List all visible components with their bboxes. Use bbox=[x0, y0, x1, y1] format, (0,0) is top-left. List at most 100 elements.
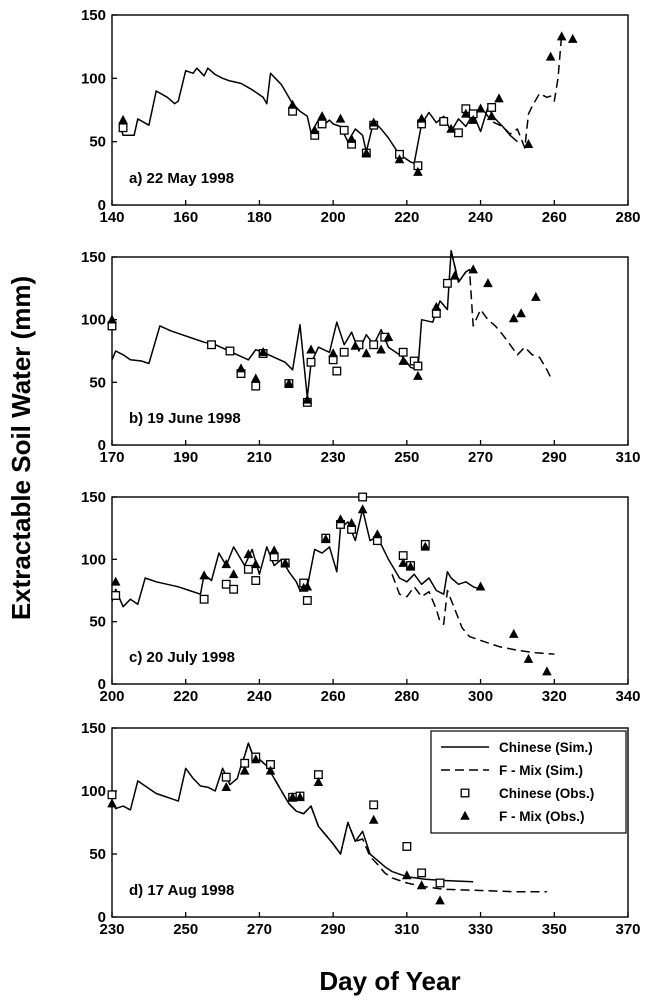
data-point-triangle bbox=[309, 125, 320, 135]
data-point-triangle bbox=[416, 880, 427, 890]
plot-frame bbox=[111, 14, 629, 206]
data-point-triangle bbox=[243, 549, 254, 559]
legend-entry: Chinese (Obs.) bbox=[460, 786, 594, 801]
data-point-triangle bbox=[250, 754, 261, 764]
data-point-triangle bbox=[446, 123, 456, 133]
data-point-square bbox=[358, 492, 368, 502]
x-tick-label: 300 bbox=[468, 688, 493, 705]
x-tick-label: 200 bbox=[321, 209, 346, 226]
data-point-triangle bbox=[431, 301, 442, 311]
data-point-triangle bbox=[449, 270, 460, 280]
x-tick-label: 350 bbox=[542, 921, 567, 938]
x-tick-label: 230 bbox=[99, 921, 124, 938]
series-line bbox=[391, 574, 555, 655]
x-tick-label: 270 bbox=[247, 921, 272, 938]
data-point-triangle bbox=[468, 114, 478, 124]
series-chinese-obs bbox=[107, 278, 452, 407]
data-point-square bbox=[369, 800, 379, 810]
x-tick-label: 340 bbox=[615, 688, 640, 705]
data-point-triangle bbox=[483, 278, 493, 288]
legend-entry: Chinese (Sim.) bbox=[441, 740, 593, 755]
data-point-square bbox=[413, 361, 423, 371]
data-point-triangle bbox=[420, 541, 431, 551]
data-point-triangle bbox=[361, 147, 372, 157]
series-chinese-sim bbox=[111, 249, 467, 399]
x-tick-label: 280 bbox=[394, 688, 419, 705]
series-line bbox=[240, 742, 547, 893]
data-point-square bbox=[339, 125, 349, 135]
plot-frame bbox=[111, 727, 629, 918]
legend: Chinese (Sim.) F - Mix (Sim.) Chinese (Obs… bbox=[430, 730, 627, 834]
plot-frame bbox=[111, 496, 629, 685]
y-tick-label: 100 bbox=[81, 551, 106, 568]
series-chinese-sim bbox=[111, 508, 481, 608]
series-f-mix-obs bbox=[118, 31, 578, 176]
data-point-triangle bbox=[556, 31, 567, 41]
series-f-mix-obs bbox=[110, 504, 552, 676]
data-point-triangle bbox=[413, 166, 423, 176]
y-tick-label: 150 bbox=[81, 7, 106, 24]
data-point-triangle bbox=[269, 545, 279, 555]
data-point-triangle bbox=[239, 765, 250, 775]
data-point-triangle bbox=[250, 373, 261, 383]
data-point-triangle bbox=[368, 117, 379, 127]
x-tick-label: 310 bbox=[394, 921, 419, 938]
y-tick-label: 100 bbox=[81, 783, 106, 800]
data-point-triangle bbox=[199, 570, 209, 580]
data-point-triangle bbox=[531, 291, 541, 301]
legend-triangle-marker bbox=[460, 810, 470, 820]
y-tick-label: 150 bbox=[81, 249, 106, 266]
series-line bbox=[118, 67, 518, 164]
data-point-square bbox=[251, 381, 261, 391]
panel-b: 170 190 210 230 250 270 290 310 0 50 100 150 b) 19 J… bbox=[81, 249, 641, 466]
panel-label: c) 20 July 1998 bbox=[129, 649, 235, 666]
data-point-triangle bbox=[398, 355, 408, 365]
y-tick-label: 0 bbox=[98, 437, 106, 454]
data-point-triangle bbox=[350, 340, 361, 350]
data-point-triangle bbox=[346, 517, 357, 527]
panel-a: 140 160 180 200 220 240 260 280 0 50 100 150 a) 22 M… bbox=[81, 7, 641, 226]
series-chinese-obs bbox=[111, 492, 430, 605]
data-point-triangle bbox=[468, 264, 478, 274]
data-point-triangle bbox=[287, 792, 298, 802]
data-point-triangle bbox=[508, 628, 519, 638]
y-tick-label: 100 bbox=[81, 70, 106, 87]
data-point-square bbox=[435, 878, 445, 888]
data-point-triangle bbox=[306, 344, 316, 354]
data-point-square bbox=[229, 584, 239, 594]
panels-group: 140 160 180 200 220 240 260 280 0 50 100 150 a) 22 M… bbox=[81, 7, 641, 938]
series-line bbox=[111, 249, 467, 399]
data-point-square bbox=[306, 357, 316, 367]
series-f-mix-sim bbox=[240, 742, 547, 893]
y-tick-label: 50 bbox=[89, 614, 106, 631]
data-point-triangle bbox=[567, 33, 578, 43]
data-point-triangle bbox=[107, 314, 117, 324]
data-point-triangle bbox=[287, 99, 298, 109]
data-point-square bbox=[302, 596, 312, 605]
legend-label: Chinese (Obs.) bbox=[499, 786, 594, 801]
data-point-triangle bbox=[221, 559, 232, 569]
data-point-triangle bbox=[335, 514, 346, 524]
data-point-triangle bbox=[280, 557, 291, 567]
legend-box bbox=[430, 730, 627, 834]
y-tick-label: 0 bbox=[98, 909, 106, 926]
data-point-triangle bbox=[435, 895, 445, 905]
data-point-triangle bbox=[346, 133, 357, 143]
data-point-triangle bbox=[250, 559, 261, 569]
series-f-mix-obs bbox=[107, 264, 541, 404]
data-point-triangle bbox=[368, 814, 379, 824]
x-tick-label: 290 bbox=[542, 449, 567, 466]
x-tick-label: 230 bbox=[321, 449, 346, 466]
data-point-square bbox=[317, 119, 327, 129]
x-tick-label: 200 bbox=[99, 688, 124, 705]
series-chinese-sim bbox=[118, 67, 518, 164]
data-point-triangle bbox=[542, 666, 552, 676]
data-point-square bbox=[243, 564, 253, 574]
plot-frame bbox=[111, 256, 629, 446]
x-tick-label: 330 bbox=[468, 921, 493, 938]
data-point-triangle bbox=[416, 113, 427, 123]
series-f-mix-sim bbox=[483, 33, 563, 149]
series-chinese-sim bbox=[111, 742, 474, 883]
data-point-triangle bbox=[545, 51, 556, 61]
